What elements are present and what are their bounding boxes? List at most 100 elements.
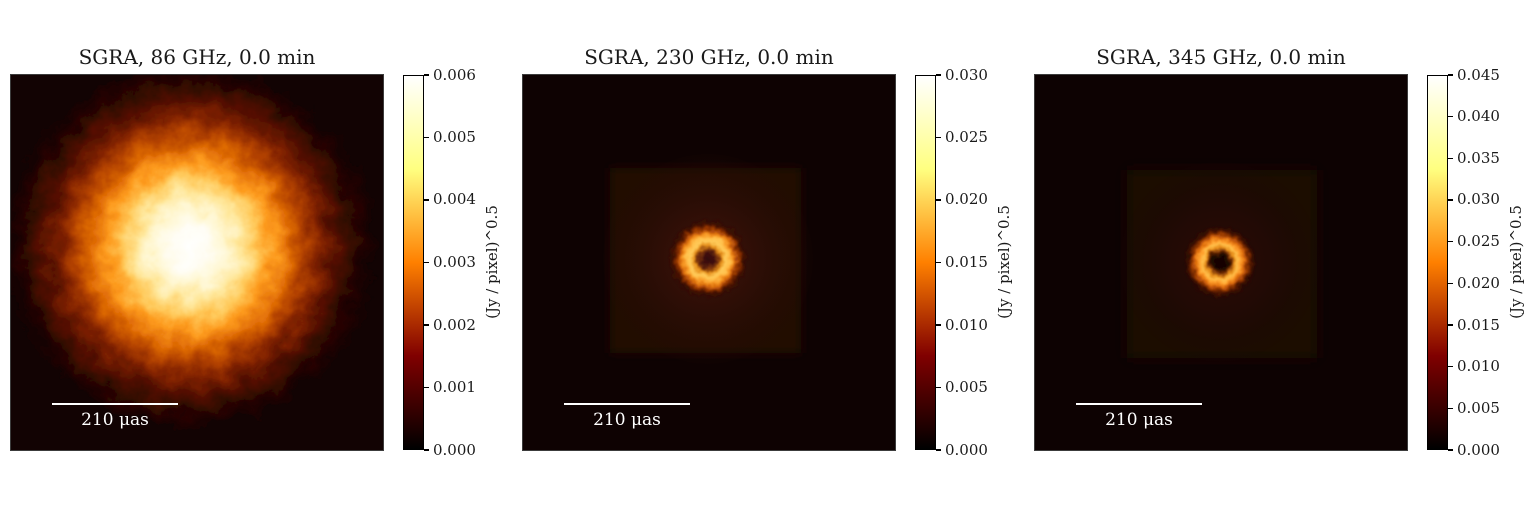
tick-mark xyxy=(1448,74,1453,76)
scalebar-label: 210 μas xyxy=(81,410,149,430)
heatmap-86ghz-canvas xyxy=(11,75,383,450)
tick-label: 0.020 xyxy=(1457,273,1500,292)
tick-label: 0.005 xyxy=(1457,398,1500,417)
photon-ring-345 xyxy=(1183,225,1257,299)
tick-mark xyxy=(936,74,941,76)
tick-mark xyxy=(424,74,429,76)
tick-label: 0.010 xyxy=(1457,357,1500,376)
tick-mark xyxy=(936,199,941,201)
tick-mark xyxy=(1448,324,1453,326)
colorbar-tick: 0.000 xyxy=(936,441,988,459)
tick-label: 0.003 xyxy=(433,253,476,271)
heatmap-86ghz: 210 μas xyxy=(10,74,384,451)
colorbar-tick: 0.040 xyxy=(1448,108,1500,126)
tick-mark xyxy=(424,386,429,389)
tick-label: 0.035 xyxy=(1457,148,1500,167)
tick-label: 0.004 xyxy=(433,190,476,209)
tick-mark xyxy=(936,386,941,389)
colorbar-tick: 0.004 xyxy=(424,191,476,209)
tick-label: 0.000 xyxy=(945,440,988,459)
colorbar-tick: 0.005 xyxy=(1448,399,1500,417)
tick-label: 0.001 xyxy=(433,377,476,396)
colorbar-gradient xyxy=(403,75,424,450)
colorbar-tick: 0.015 xyxy=(1448,316,1500,334)
heatmap-230ghz-canvas xyxy=(523,75,895,450)
tick-mark xyxy=(1448,365,1453,368)
tick-mark xyxy=(1448,157,1453,160)
tick-mark xyxy=(424,449,429,451)
colorbar-tick: 0.010 xyxy=(1448,358,1500,376)
tick-label: 0.005 xyxy=(945,377,988,396)
tick-mark xyxy=(1448,199,1453,201)
tick-mark xyxy=(1448,407,1453,410)
tick-label: 0.000 xyxy=(1457,440,1500,459)
colorbar-tick: 0.000 xyxy=(1448,441,1500,459)
scalebar-label: 210 μas xyxy=(593,410,661,430)
tick-label: 0.002 xyxy=(433,315,476,334)
tick-label: 0.006 xyxy=(433,65,476,84)
tick-label: 0.015 xyxy=(945,253,988,271)
tick-mark xyxy=(424,199,429,201)
colorbar-tick: 0.006 xyxy=(424,66,476,84)
tick-mark xyxy=(1448,449,1453,451)
heatmap-345ghz: 210 μas xyxy=(1034,74,1408,451)
tick-label: 0.015 xyxy=(1457,315,1500,334)
heatmap-345ghz-canvas xyxy=(1035,75,1407,450)
tick-mark xyxy=(936,136,941,139)
tick-label: 0.010 xyxy=(945,315,988,334)
colorbar-tick: 0.015 xyxy=(936,254,988,272)
panel-title-86ghz: SGRA, 86 GHz, 0.0 min xyxy=(78,45,316,69)
tick-label: 0.025 xyxy=(945,128,988,146)
colorbar-axis-label: (Jy / pixel)^0.5 xyxy=(1507,205,1525,319)
photon-ring-230 xyxy=(668,219,748,299)
tick-mark xyxy=(424,261,429,264)
tick-label: 0.030 xyxy=(1457,190,1500,209)
colorbar-tick: 0.025 xyxy=(936,129,988,147)
tick-mark xyxy=(936,324,941,326)
colorbar-axis-label: (Jy / pixel)^0.5 xyxy=(483,205,501,319)
tick-mark xyxy=(424,324,429,326)
colorbar-axis-label: (Jy / pixel)^0.5 xyxy=(995,205,1013,319)
tick-mark xyxy=(1448,282,1453,285)
scalebar-line xyxy=(1076,403,1202,405)
colorbar-86ghz: 0.006 0.005 0.004 0.003 0.002 0.001 0.00… xyxy=(403,67,515,457)
colorbar-gradient xyxy=(915,75,936,450)
colorbar-tick: 0.025 xyxy=(1448,233,1500,251)
panel-345ghz: SGRA, 345 GHz, 0.0 min xyxy=(1034,0,1536,512)
panel-title-345ghz: SGRA, 345 GHz, 0.0 min xyxy=(1096,45,1346,69)
colorbar-gradient xyxy=(1427,75,1448,450)
scattered-blob-86 xyxy=(11,75,377,425)
colorbar-tick: 0.005 xyxy=(424,129,476,147)
colorbar-tick: 0.030 xyxy=(936,66,988,84)
scalebar-line xyxy=(564,403,690,405)
colorbar-tick: 0.003 xyxy=(424,254,476,272)
colorbar-230ghz: 0.030 0.025 0.020 0.015 0.010 0.005 0.00… xyxy=(915,67,1027,457)
panel-230ghz: SGRA, 230 GHz, 0.0 min xyxy=(522,0,1028,512)
colorbar-tick: 0.001 xyxy=(424,378,476,396)
heatmap-230ghz: 210 μas xyxy=(522,74,896,451)
colorbar-tick: 0.002 xyxy=(424,316,476,334)
scalebar-line xyxy=(52,403,178,405)
tick-label: 0.030 xyxy=(945,65,988,84)
tick-mark xyxy=(1448,115,1453,118)
tick-label: 0.045 xyxy=(1457,65,1500,84)
tick-label: 0.025 xyxy=(1457,232,1500,251)
panel-title-230ghz: SGRA, 230 GHz, 0.0 min xyxy=(584,45,834,69)
colorbar-tick: 0.010 xyxy=(936,316,988,334)
colorbar-tick: 0.030 xyxy=(1448,191,1500,209)
tick-mark xyxy=(936,449,941,451)
colorbar-345ghz: 0.045 0.040 0.035 0.030 0.025 0.020 0.01… xyxy=(1427,67,1536,457)
tick-mark xyxy=(424,136,429,139)
colorbar-tick: 0.045 xyxy=(1448,66,1500,84)
colorbar-tick: 0.000 xyxy=(424,441,476,459)
tick-label: 0.020 xyxy=(945,190,988,209)
colorbar-tick: 0.020 xyxy=(936,191,988,209)
panel-86ghz: SGRA, 86 GHz, 0.0 min xyxy=(10,0,516,512)
colorbar-tick: 0.005 xyxy=(936,378,988,396)
tick-label: 0.000 xyxy=(433,440,476,459)
scalebar-label: 210 μas xyxy=(1105,410,1173,430)
tick-mark xyxy=(1448,240,1453,243)
colorbar-tick: 0.035 xyxy=(1448,149,1500,167)
colorbar-tick: 0.020 xyxy=(1448,274,1500,292)
